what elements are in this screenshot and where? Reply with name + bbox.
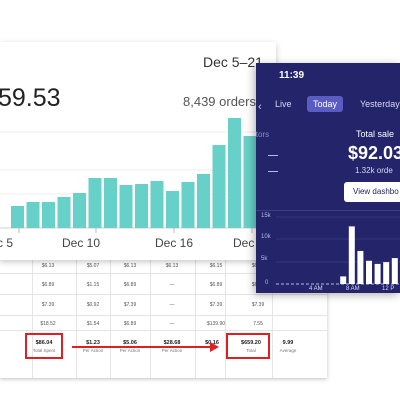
total-cell: $1.23 [86, 340, 100, 346]
highlight-box-total [226, 333, 270, 359]
bar [73, 193, 86, 228]
grid-line [0, 294, 327, 295]
x-tick-label: 8 AM [346, 286, 360, 292]
sheet-grid [0, 252, 327, 378]
sheet-cell: $6.15 [209, 263, 223, 269]
y-tick-label: 5k [261, 256, 268, 262]
grid-line [0, 315, 327, 316]
bar [42, 202, 55, 228]
visitors-label: itors [256, 130, 270, 139]
status-time: 11:39 [279, 70, 305, 81]
sheet-cell: $5.07 [86, 263, 100, 269]
x-tick-label: Dec [233, 236, 255, 250]
bar [357, 250, 364, 284]
total-label: Per Action [82, 348, 104, 353]
bar [181, 182, 195, 228]
visitors-dash [268, 171, 278, 172]
highlight-box-total-spent [25, 333, 63, 359]
total-cell: $86.04 [35, 340, 53, 346]
bar [228, 118, 241, 228]
sheet-cell: $7.39 [251, 302, 265, 308]
bar [119, 185, 133, 228]
total-cell: $659.20 [241, 340, 261, 346]
bar [383, 262, 390, 284]
sheet-cell: $7.39 [41, 302, 55, 308]
bar [197, 174, 210, 228]
sheet-cell: — [169, 282, 175, 288]
bar [104, 178, 117, 228]
sheet-cell: $6.89 [123, 321, 137, 327]
bar [348, 226, 355, 284]
total-cell: $5.06 [123, 340, 137, 346]
sheet-cell: $6.89 [209, 282, 223, 288]
total-label: Total [246, 348, 256, 353]
sheet-cell: $18.52 [40, 321, 56, 327]
sheet-cell: $7.39 [209, 302, 223, 308]
chevron-left-icon[interactable]: ‹ [258, 101, 262, 113]
bar [243, 136, 257, 228]
sheet-cell: $6.13 [165, 263, 179, 269]
sheet-cell: $1.54 [86, 321, 100, 327]
total-label: Per Action [161, 348, 183, 353]
x-tick-label: 12 P [382, 286, 395, 292]
y-tick-label: 10k [261, 234, 271, 240]
view-dashboard-button[interactable]: View dashbo [344, 182, 400, 202]
total-label: Per Action [119, 348, 141, 353]
sheet-cell: $6.89 [41, 282, 55, 288]
sheet-cell: — [169, 302, 175, 308]
grid-line [0, 273, 327, 274]
hourly-sales-chart [276, 216, 400, 285]
total-sales-amount: $92.03 [348, 143, 400, 163]
sheet-cell: — [169, 321, 175, 327]
bar [150, 181, 164, 228]
x-tick-label: Dec 16 [155, 236, 194, 250]
total-sales-label: Total sale [356, 129, 395, 139]
sales-dashboard-card: Dec 5–21 59.53 8,439 orders c 5 Dec 10 D… [0, 42, 276, 260]
tab-live[interactable]: Live [275, 99, 292, 109]
total-cell: $28.68 [163, 340, 181, 346]
bar [88, 178, 102, 228]
sheet-cell: $6.13 [123, 263, 137, 269]
bar [391, 258, 398, 284]
bar [57, 197, 71, 228]
bar [374, 263, 381, 284]
visitors-dash [268, 155, 278, 156]
total-cell: 9.99 [282, 340, 294, 346]
y-tick-label: 0 [265, 280, 269, 286]
x-tick-label: Dec 10 [62, 236, 101, 250]
highlight-arrow [72, 346, 212, 348]
sheet-cell: $6.89 [123, 282, 137, 288]
bar [340, 276, 347, 284]
sheet-cell: $1.15 [86, 282, 100, 288]
bar [212, 145, 226, 228]
bar [166, 191, 179, 228]
y-tick-label: 15k [261, 213, 271, 219]
tab-today[interactable]: Today [307, 96, 344, 112]
sheet-cell: $7.39 [123, 302, 137, 308]
total-label: Total Spent [32, 348, 56, 353]
tab-yesterday[interactable]: Yesterday [360, 99, 400, 109]
x-tick-label: c 5 [0, 236, 14, 250]
sheet-cell: 7.55 [253, 321, 263, 327]
orders-subtext: 1.32k orde [355, 166, 393, 175]
sheet-cell: $0.92 [86, 302, 100, 308]
total-sales-value: 59.53 [0, 84, 61, 112]
bar [26, 202, 40, 228]
sheet-cell: $139.90 [206, 321, 226, 327]
sales-bar-chart [0, 118, 276, 233]
x-tick-label: 4 AM [309, 286, 323, 292]
date-range[interactable]: Dec 5–21 [203, 54, 263, 70]
bar [366, 260, 372, 284]
bar [11, 206, 24, 228]
grid-line [0, 330, 327, 331]
orders-count: 8,439 orders [183, 94, 256, 109]
total-label: Average [279, 348, 297, 353]
divider [256, 210, 400, 211]
bar [135, 184, 148, 228]
mobile-live-view: 11:39 ‹ Live Today Yesterday itors Total… [256, 63, 400, 293]
sheet-cell: $6.13 [41, 263, 55, 269]
arrow-head-icon [210, 342, 219, 352]
